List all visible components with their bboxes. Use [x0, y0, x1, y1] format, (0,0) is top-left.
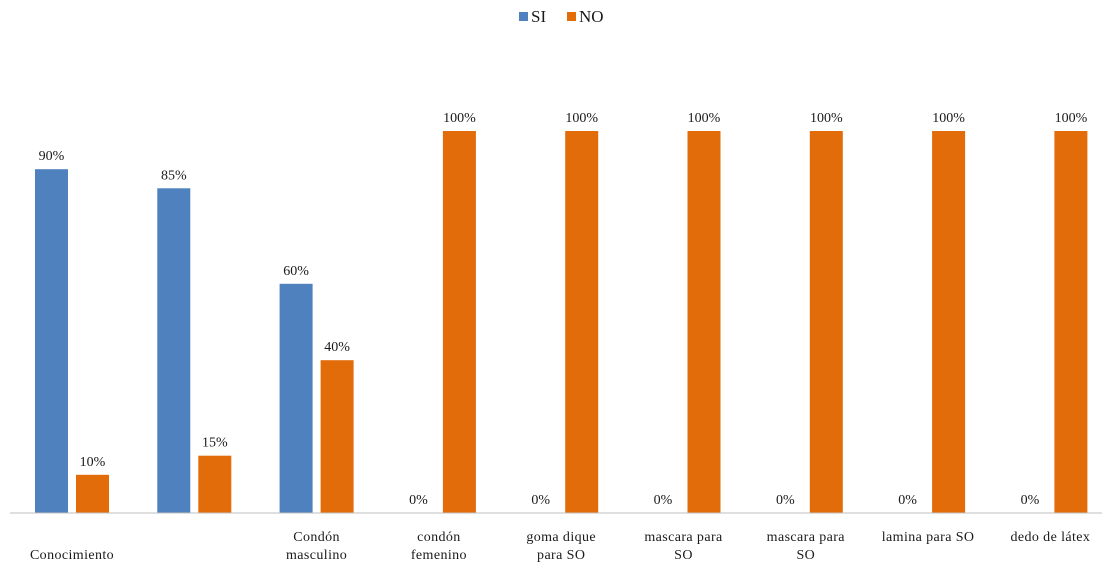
- bar-no: [1054, 131, 1088, 513]
- bar-si: [35, 169, 68, 513]
- category-label: lamina para SO: [882, 530, 975, 545]
- legend-item-no: NO: [567, 7, 604, 26]
- data-label-no: 100%: [932, 111, 965, 126]
- data-label-no: 100%: [810, 111, 843, 126]
- category-label: Condón: [293, 530, 340, 545]
- category-label: SO: [674, 548, 693, 563]
- bar-no: [76, 474, 109, 513]
- data-label-si: 0%: [1021, 493, 1040, 508]
- legend: SI NO: [519, 7, 604, 26]
- data-label-si: 0%: [776, 493, 795, 508]
- data-label-no: 100%: [565, 111, 598, 126]
- category-label: masculino: [286, 548, 347, 563]
- category-label: SO: [796, 548, 815, 563]
- legend-swatch: [567, 12, 576, 21]
- category-label: para SO: [537, 548, 585, 563]
- data-labels: 90% 10% 85% 15% 60% 40% 0% 100% 0% 100% 0% 100% 0% 10…: [39, 111, 1088, 508]
- data-label-no: 100%: [688, 111, 721, 126]
- category-label: mascara para: [644, 530, 723, 545]
- legend-label: NO: [579, 7, 604, 26]
- bar-no: [198, 455, 232, 513]
- legend-label: SI: [531, 7, 546, 26]
- data-label-no: 100%: [1055, 111, 1088, 126]
- data-label-si: 85%: [161, 168, 187, 183]
- data-label-no: 100%: [443, 111, 476, 126]
- bar-no: [442, 131, 476, 513]
- bar-no: [809, 131, 843, 513]
- category-label: dedo de látex: [1010, 530, 1090, 545]
- category-label: mascara para: [767, 530, 846, 545]
- data-label-si: 0%: [898, 493, 917, 508]
- bar-no: [320, 360, 354, 513]
- category-label: Conocimiento: [30, 548, 114, 563]
- data-label-si: 60%: [283, 264, 309, 279]
- data-label-no: 40%: [324, 340, 350, 355]
- category-label: femenino: [411, 548, 467, 563]
- category-labels: Conocimiento Condón masculino condón femenin…: [30, 530, 1090, 563]
- bar-si: [157, 188, 191, 514]
- bar-no: [565, 131, 599, 513]
- data-label-si: 0%: [409, 493, 428, 508]
- data-label-no: 15%: [202, 436, 228, 451]
- data-label-no: 10%: [80, 455, 106, 470]
- data-label-si: 90%: [39, 149, 65, 164]
- bar-si: [279, 283, 313, 513]
- bar-no: [687, 131, 721, 513]
- legend-swatch: [519, 12, 528, 21]
- bar-no: [932, 131, 966, 513]
- data-label-si: 0%: [531, 493, 550, 508]
- bars: [35, 131, 1088, 514]
- category-label: condón: [417, 530, 461, 545]
- data-label-si: 0%: [654, 493, 673, 508]
- legend-item-si: SI: [519, 7, 546, 26]
- category-label: goma dique: [526, 530, 596, 545]
